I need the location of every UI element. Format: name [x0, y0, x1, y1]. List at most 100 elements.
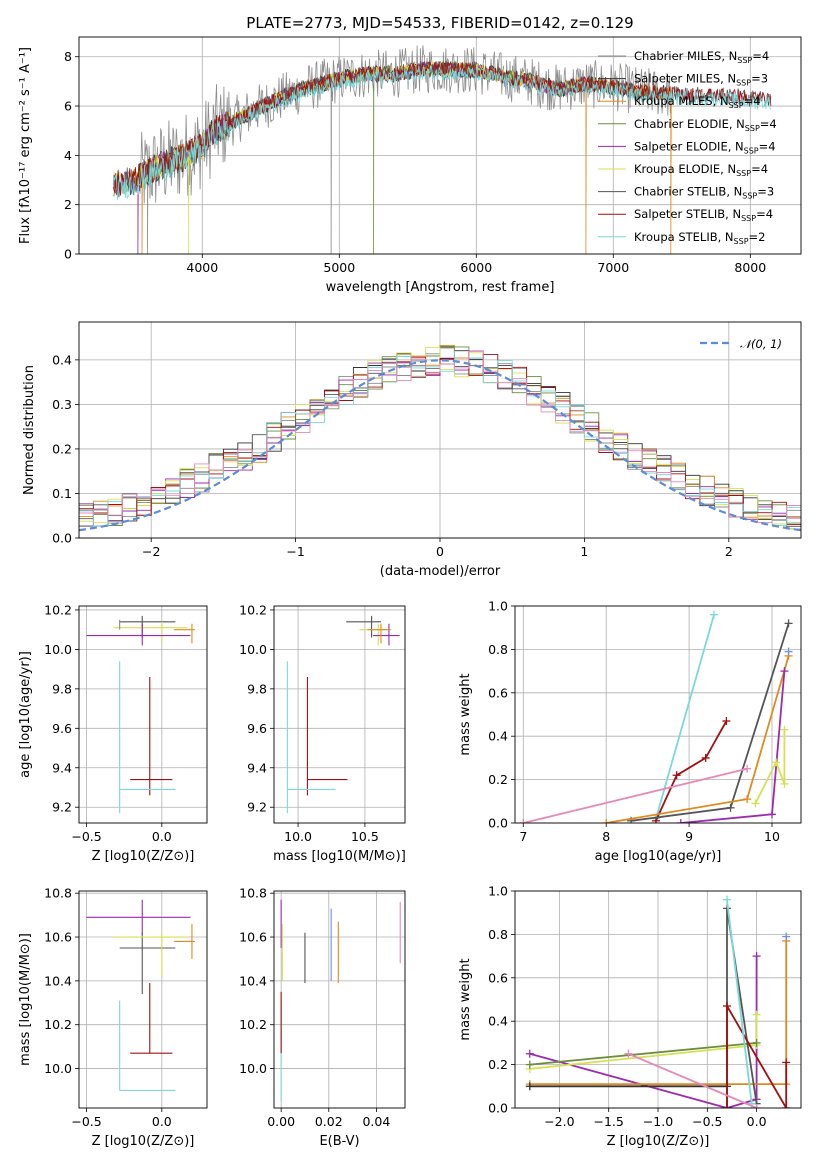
y-tick-label: 9.2	[52, 800, 72, 815]
weight-line-salpeter-stelib	[726, 1002, 788, 1108]
x-tick-label: 10.0	[284, 829, 312, 844]
error-bar-kroupa-miles	[173, 923, 195, 959]
weight-marker-extra-pink	[752, 1104, 761, 1108]
error-bar-kroupa-miles	[173, 623, 195, 644]
age_vs_mass-frame	[273, 605, 406, 824]
error-bar-salpeter-stelib	[130, 677, 173, 796]
x-tick-label: −0.5	[71, 829, 101, 844]
x-tick-label: 2	[725, 544, 733, 559]
y-tick-label: 0.6	[488, 970, 508, 985]
y-tick-label: 0.0	[52, 531, 72, 546]
weight-marker-kroupa-elodie	[780, 779, 789, 788]
x-tick-label: 0	[436, 544, 444, 559]
x-tick-label: 4000	[186, 260, 218, 275]
mass-weight-vs-metallicity-panel: −2.0 −1.5 −1.0 −0.5 0.0 0.0 0.2 0.4 0.6 0.8 1.0 Z […	[458, 884, 802, 1149]
error-bar-chabrier-stelib	[346, 615, 381, 638]
weight-marker-kroupa-elodie	[772, 758, 781, 767]
y-tick-label: 9.8	[52, 681, 72, 696]
weight-line-chabrier-elodie	[529, 1042, 757, 1066]
x-tick-label: 1	[580, 544, 588, 559]
weight-marker-kroupa-elodie	[751, 799, 760, 808]
x-tick-label: 0.02	[315, 1114, 343, 1129]
error-bar-kroupa-stelib	[119, 661, 176, 814]
y-tick-label: 10.2	[44, 1017, 72, 1032]
age_vs_mass-x-axis-label: mass [log10(M/M⊙)]	[273, 849, 406, 864]
weight-marker-chabrier-stelib	[726, 803, 735, 812]
weight-marker-kroupa-elodie	[780, 725, 789, 734]
legend-entry: Salpeter STELIB, NSSP=4	[634, 207, 773, 223]
x-tick-label: 0.0	[747, 1114, 767, 1129]
weight-line-kroupa-elodie	[754, 729, 786, 804]
spectrum-frame	[78, 36, 802, 255]
y-tick-label: 10.0	[239, 1061, 267, 1076]
y-tick-label: 10.2	[239, 602, 267, 617]
error-bar-salpeter-elodie	[86, 623, 191, 646]
legend-entry: 𝒩(0, 1)	[740, 337, 782, 351]
spectrum-panel: 4000 5000 6000 7000 8000 0 2 4 6 8 wavelength [Ang…	[18, 36, 802, 295]
y-tick-label: 0.2	[488, 1057, 508, 1072]
age_vs_Z-x-axis-label: Z [log10(Z/Z⊙)]	[92, 849, 195, 864]
weight-marker-kroupa-stelib	[709, 610, 718, 619]
weight-line-extra-pink	[523, 767, 748, 823]
error-bar-kroupa-elodie	[359, 623, 392, 646]
error-bar-salpeter-elodie	[86, 899, 191, 935]
x-tick-label: 0.0	[152, 829, 172, 844]
spectrum-y-axis-label: Flux [fλ10⁻¹⁷ erg cm⁻² s⁻¹ A⁻¹]	[18, 47, 33, 244]
weight-marker-kroupa-stelib	[723, 895, 732, 904]
y-tick-label: 9.2	[247, 800, 267, 815]
weight-marker-salpeter-stelib	[782, 1058, 791, 1067]
y-tick-label: 6	[64, 99, 72, 114]
y-tick-label: 1.0	[488, 884, 508, 899]
error-bar-chabrier-stelib	[119, 932, 176, 995]
mass_weight_vs_age-plot-area	[519, 610, 793, 823]
error-bar-salpeter-elodie	[372, 623, 400, 646]
x-tick-label: 5000	[323, 260, 355, 275]
mass-vs-metallicity-panel: −0.5 0.0 10.0 10.2 10.4 10.6 10.8 Z [log10(Z/Z⊙…	[18, 886, 208, 1149]
spectrum-plot-area	[112, 45, 772, 254]
legend-entry: Chabrier STELIB, NSSP=3	[634, 185, 774, 201]
legend-entry: Salpeter MILES, NSSP=3	[634, 72, 768, 88]
mass_vs_Z-frame	[78, 890, 208, 1109]
x-tick-label: 8	[602, 829, 610, 844]
x-tick-label: 10	[764, 829, 780, 844]
x-tick-label: −1	[286, 544, 304, 559]
mass_vs_ebv-x-axis-label: E(B-V)	[319, 1134, 359, 1149]
weight-marker-salpeter-elodie	[767, 810, 776, 819]
weight-marker-chabrier-elodie	[752, 1038, 761, 1047]
error-bar-salpeter-stelib	[306, 677, 348, 796]
mass_vs_Z-grid	[79, 891, 207, 1108]
age_vs_Z-y-axis-label: age [log10(age/yr)]	[18, 651, 33, 778]
spectrum-line-kroupa-stelib	[112, 65, 772, 200]
y-tick-label: 2	[64, 197, 72, 212]
x-tick-label: −2	[142, 544, 160, 559]
weight-line-salpeter-stelib	[655, 720, 728, 822]
weight-line-kroupa-miles	[606, 655, 790, 823]
x-tick-label: 7	[519, 829, 527, 844]
y-tick-label: 0.4	[52, 352, 72, 367]
error-bar-kroupa-elodie	[113, 932, 188, 977]
residuals-y-axis-label: Normed distribution	[22, 365, 37, 495]
y-tick-label: 0.4	[488, 1014, 508, 1029]
residuals-x-axis-label: (data-model)/error	[380, 564, 501, 579]
age_vs_Z-grid	[79, 606, 207, 823]
mass_weight_vs_Z-grid	[515, 890, 801, 1109]
mass_vs_Z-x-axis-label: Z [log10(Z/Z⊙)]	[92, 1134, 195, 1149]
age_vs_Z-frame	[78, 605, 208, 824]
weight-line-kroupa-stelib	[726, 899, 753, 1104]
x-tick-label: 0.0	[152, 1114, 172, 1129]
weight-marker-extra-pink	[743, 764, 752, 773]
residuals-plot-area	[79, 344, 801, 538]
y-tick-label: 9.6	[247, 721, 267, 736]
mass_weight_vs_age-frame	[514, 605, 802, 824]
age_vs_Z-plot-area	[86, 615, 195, 814]
legend-entry: Kroupa STELIB, NSSP=2	[634, 230, 765, 246]
spectrum-legend: Chabrier MILES, NSSP=4 Salpeter MILES, NS…	[598, 49, 777, 246]
y-tick-label: 0.3	[52, 397, 72, 412]
weight-marker-salpeter-stelib	[782, 1104, 791, 1108]
x-tick-label: −1.0	[643, 1114, 673, 1129]
weight-marker-salpeter-miles	[525, 1082, 534, 1091]
weight-marker-extra-blue	[782, 932, 791, 941]
legend-entry: Kroupa ELODIE, NSSP=4	[634, 162, 768, 178]
y-tick-label: 0.0	[488, 1101, 508, 1116]
figure-title: PLATE=2773, MJD=54533, FIBERID=0142, z=0…	[246, 14, 633, 32]
